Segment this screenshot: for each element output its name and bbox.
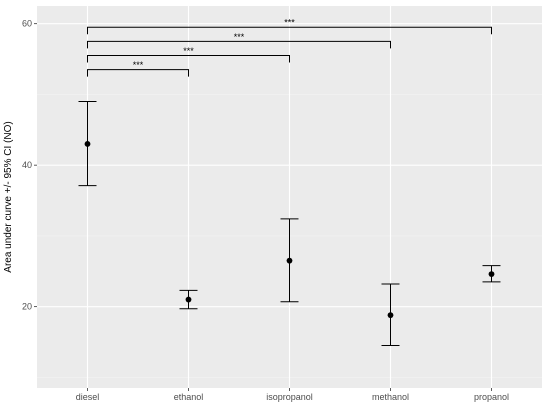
significance-bracket-isopropanol	[87, 55, 290, 63]
y-axis-title: Area under curve +/- 95% CI (NO)	[3, 121, 14, 272]
x-tick-label-ethanol: ethanol	[174, 392, 204, 402]
x-tick-label-diesel: diesel	[76, 392, 100, 402]
data-point-isopropanol	[286, 257, 293, 264]
data-point-diesel	[84, 141, 91, 147]
data-layer	[78, 101, 501, 347]
significance-bracket-propanol	[87, 26, 492, 35]
significance-bracket-ethanol	[87, 69, 189, 77]
data-point-methanol	[387, 312, 394, 319]
y-axis: 20 40 60	[22, 19, 37, 312]
significance-bracket-methanol	[87, 40, 391, 49]
y-tick-label: 40	[22, 160, 32, 170]
x-tick-label-isopropanol: isopropanol	[266, 392, 313, 402]
significance-label-ethanol: ***	[133, 60, 144, 70]
x-tick-label-methanol: methanol	[372, 392, 409, 402]
significance-label-methanol: ***	[234, 32, 245, 42]
significance-label-propanol: ***	[284, 18, 295, 28]
x-axis: diesel ethanol isopropanol methanol propanol	[76, 388, 509, 402]
significance-label-isopropanol: ***	[183, 46, 194, 56]
y-tick-label: 20	[22, 302, 32, 312]
y-tick-label: 60	[22, 19, 32, 29]
data-point-propanol	[488, 271, 495, 278]
data-point-ethanol	[185, 296, 192, 303]
significance-brackets: *** *** *** ***	[87, 18, 492, 77]
x-tick-label-propanol: propanol	[474, 392, 509, 402]
